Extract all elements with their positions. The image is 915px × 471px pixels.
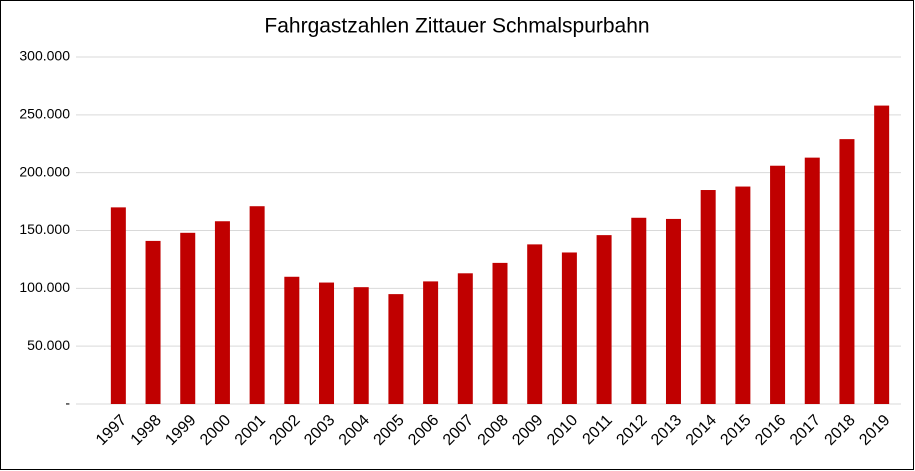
- bar: [874, 105, 890, 404]
- bar: [284, 276, 300, 404]
- bar: [631, 217, 647, 404]
- bar: [804, 157, 820, 404]
- bar: [596, 235, 612, 404]
- bar: [561, 252, 577, 404]
- bar: [457, 273, 473, 404]
- bar: [145, 240, 161, 404]
- y-tick-label: 150.000: [19, 221, 70, 237]
- bar: [839, 139, 855, 404]
- bar: [527, 244, 543, 404]
- bar: [110, 207, 126, 404]
- y-tick-label: 200.000: [19, 163, 70, 179]
- bar: [700, 190, 716, 404]
- bar: [353, 287, 369, 404]
- bar: [665, 218, 681, 404]
- y-tick-label: -: [65, 395, 70, 411]
- bar: [214, 221, 230, 404]
- y-tick-label: 250.000: [19, 106, 70, 122]
- y-tick-label: 50.000: [27, 337, 70, 353]
- bar: [388, 294, 404, 404]
- y-tick-label: 300.000: [19, 48, 70, 64]
- bar: [770, 165, 786, 404]
- bar: [319, 282, 335, 404]
- bar: [249, 206, 265, 404]
- bar: [180, 232, 196, 404]
- bar: [492, 262, 508, 404]
- bar: [735, 186, 751, 404]
- bar: [423, 281, 439, 404]
- chart-title: Fahrgastzahlen Zittauer Schmalspurbahn: [264, 15, 649, 38]
- y-tick-label: 100.000: [19, 279, 70, 295]
